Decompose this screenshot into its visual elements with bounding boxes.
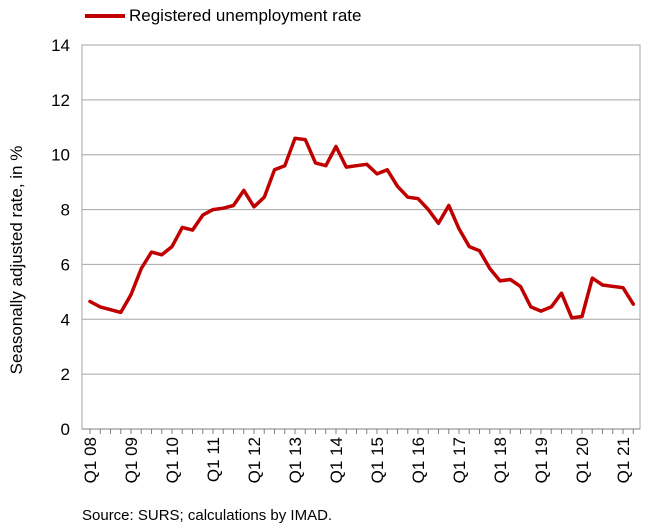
x-tick-label: Q1 18: [491, 437, 510, 483]
y-tick-label: 0: [61, 420, 70, 439]
data-point: [273, 168, 276, 171]
data-point: [253, 205, 256, 208]
data-point: [396, 185, 399, 188]
data-point: [130, 293, 133, 296]
y-tick-label: 6: [61, 255, 70, 274]
y-axis-label: Seasonally adjusted rate, in %: [7, 145, 26, 375]
series-line-unemployment-rate: [88, 136, 636, 320]
data-point: [376, 172, 379, 175]
data-point: [478, 249, 481, 252]
y-tick-labels: 0 2 4 6 8 10 12 14: [51, 36, 70, 439]
data-point: [140, 267, 143, 270]
data-point: [560, 292, 563, 295]
x-tick-label: Q1 12: [245, 437, 264, 483]
data-point: [222, 207, 225, 210]
x-tick-label: Q1 11: [204, 437, 223, 482]
data-point: [242, 189, 245, 192]
data-point: [611, 285, 614, 288]
x-tick-label: Q1 10: [163, 437, 182, 483]
data-point: [540, 310, 543, 313]
data-point: [283, 164, 286, 167]
y-tick-label: 12: [51, 91, 70, 110]
data-point: [601, 284, 604, 287]
plot-frame: [81, 44, 641, 430]
data-point: [304, 138, 307, 141]
data-point: [171, 245, 174, 248]
data-point: [519, 285, 522, 288]
x-tick-label: Q1 13: [286, 437, 305, 483]
data-point: [109, 308, 112, 311]
data-point: [458, 227, 461, 230]
data-point: [386, 168, 389, 171]
data-point: [488, 267, 491, 270]
x-tick-label: Q1 15: [368, 437, 387, 483]
data-point: [417, 197, 420, 200]
data-point: [212, 208, 215, 211]
data-point: [324, 164, 327, 167]
data-point: [160, 253, 163, 256]
data-point: [355, 164, 358, 167]
data-point: [232, 204, 235, 207]
y-tick-label: 4: [61, 310, 70, 329]
data-point: [201, 214, 204, 217]
x-tick-label: Q1 17: [450, 437, 469, 483]
x-tick-label: Q1 08: [81, 437, 100, 483]
data-point: [150, 251, 153, 254]
x-tick-label: Q1 14: [327, 437, 346, 483]
x-tick-label: Q1 20: [573, 437, 592, 483]
data-point: [581, 315, 584, 318]
y-tick-label: 8: [61, 201, 70, 220]
data-point: [570, 316, 573, 319]
data-point: [365, 163, 368, 166]
data-point: [335, 145, 338, 148]
axes: [81, 44, 641, 434]
y-tick-label: 2: [61, 365, 70, 384]
series-layer: [88, 136, 636, 320]
data-point: [499, 279, 502, 282]
data-point: [550, 305, 553, 308]
legend-label: Registered unemployment rate: [129, 6, 362, 25]
data-point: [447, 204, 450, 207]
data-point: [294, 137, 297, 140]
x-tick-label: Q1 19: [532, 437, 551, 483]
data-point: [345, 166, 348, 169]
data-point: [181, 226, 184, 229]
data-point: [622, 286, 625, 289]
y-tick-label: 10: [51, 146, 70, 165]
data-point: [591, 277, 594, 280]
x-tick-labels: Q1 08 Q1 09 Q1 10 Q1 11 Q1 12 Q1 13 Q1 14 Q1 15…: [81, 437, 633, 483]
data-point: [119, 311, 122, 314]
data-point: [263, 196, 266, 199]
legend: Registered unemployment rate: [85, 6, 361, 26]
source-note: Source: SURS; calculations by IMAD.: [82, 507, 333, 524]
data-point: [468, 245, 471, 248]
data-point: [406, 196, 409, 199]
data-point: [529, 305, 532, 308]
data-point: [427, 208, 430, 211]
data-point: [89, 300, 92, 303]
legend-swatch: [85, 14, 125, 18]
data-point: [314, 161, 317, 164]
y-tick-label: 14: [51, 36, 70, 55]
data-point: [632, 303, 635, 306]
data-point: [437, 222, 440, 225]
data-point: [99, 305, 102, 308]
x-tick-label: Q1 16: [409, 437, 428, 483]
x-tick-label: Q1 21: [614, 437, 633, 483]
gridlines: [82, 44, 640, 375]
data-point: [509, 278, 512, 281]
data-point: [191, 229, 194, 232]
x-tick-label: Q1 09: [122, 437, 141, 483]
